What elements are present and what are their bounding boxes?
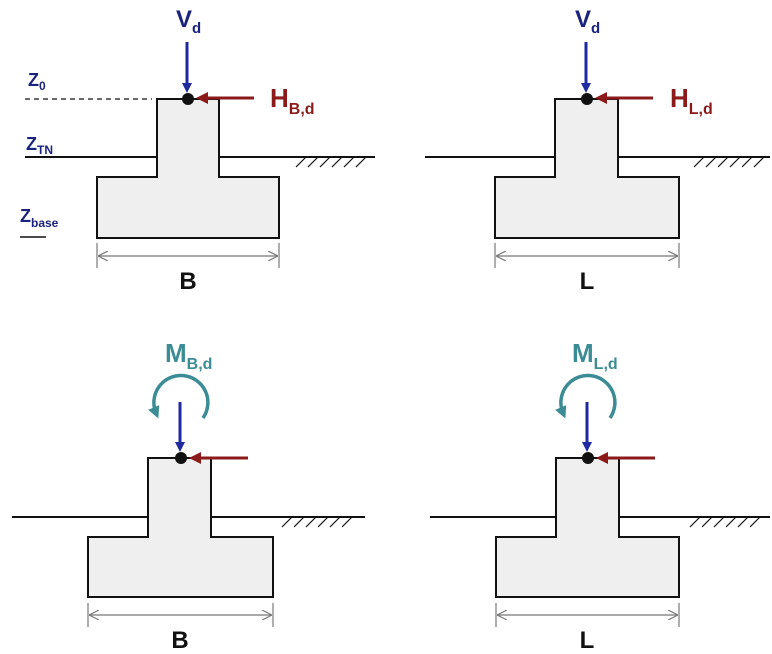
ztn-label: ZTN bbox=[26, 134, 53, 157]
moment-arrow bbox=[148, 373, 210, 420]
dimension-label: B bbox=[179, 268, 196, 295]
zbase-label: Zbase bbox=[20, 206, 59, 230]
load-application-point bbox=[175, 452, 187, 464]
moment-label: MB,d bbox=[165, 338, 212, 373]
vertical-force-label: Vd bbox=[575, 6, 600, 37]
foundation-body bbox=[96, 98, 280, 239]
dimension-label: L bbox=[580, 627, 595, 654]
foundation-body bbox=[495, 457, 680, 598]
vertical-force-label: Vd bbox=[176, 6, 201, 37]
soil-hatching bbox=[689, 516, 761, 528]
z0-label: Z0 bbox=[28, 70, 46, 93]
horizontal-force-label: HL,d bbox=[670, 83, 713, 118]
panel-top-right: Vd HL,d L bbox=[425, 6, 770, 295]
horizontal-force-label: HB,d bbox=[270, 83, 315, 118]
load-application-point bbox=[581, 93, 593, 105]
dimension-label: L bbox=[580, 268, 595, 295]
load-application-point bbox=[582, 452, 594, 464]
dimension-label: B bbox=[171, 627, 188, 654]
foundation-body bbox=[494, 98, 680, 239]
moment-arrow bbox=[555, 373, 617, 420]
panel-bottom-right: ML,d L bbox=[430, 338, 770, 654]
soil-hatching bbox=[295, 156, 367, 168]
panel-bottom-left: MB,d B bbox=[12, 338, 365, 654]
foundation-body bbox=[87, 457, 274, 598]
soil-hatching bbox=[281, 516, 353, 528]
moment-label: ML,d bbox=[572, 338, 618, 373]
load-application-point bbox=[182, 93, 194, 105]
panel-top-left: Z0 ZTN Zbase Vd HB,d B bbox=[20, 6, 375, 295]
soil-hatching bbox=[693, 156, 765, 168]
